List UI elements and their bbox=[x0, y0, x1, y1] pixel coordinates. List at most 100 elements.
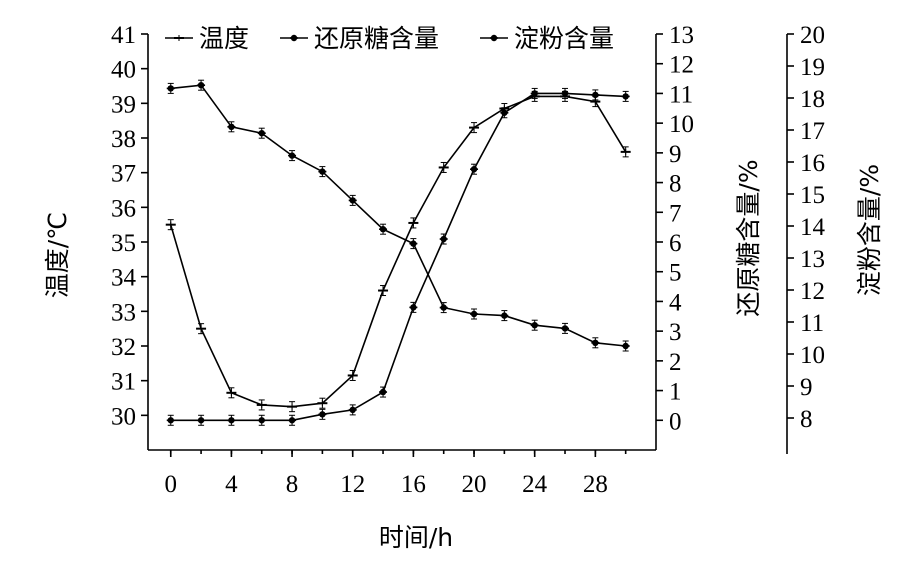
data-point bbox=[621, 340, 630, 352]
left-tick-label: 41 bbox=[111, 22, 136, 49]
data-point bbox=[347, 369, 358, 381]
x-tick-label: 0 bbox=[164, 471, 177, 498]
data-point bbox=[409, 301, 418, 313]
axes: 0 4 8 12 16 20 24 28时间/h30313233343536373839404… bbox=[43, 22, 884, 552]
right2-tick-label: 19 bbox=[800, 54, 825, 81]
data-point bbox=[288, 414, 297, 426]
series-marker-dot bbox=[622, 342, 629, 350]
left-tick-label: 30 bbox=[111, 403, 136, 430]
right2-tick-label: 11 bbox=[800, 310, 824, 337]
left-tick-label: 31 bbox=[111, 369, 136, 396]
right1-tick-label: 7 bbox=[669, 200, 682, 227]
data-point bbox=[621, 90, 630, 102]
data-point bbox=[378, 285, 389, 297]
data-point bbox=[439, 233, 448, 245]
right2-tick-label: 9 bbox=[800, 374, 813, 401]
data-point bbox=[620, 146, 631, 158]
x-tick-label: 24 bbox=[522, 471, 548, 498]
data-point bbox=[561, 87, 570, 99]
right1-tick-label: 13 bbox=[669, 22, 694, 49]
right1-tick-label: 6 bbox=[669, 230, 682, 257]
right2-axis-title: 淀粉含量/% bbox=[855, 164, 884, 296]
data-point bbox=[197, 414, 206, 426]
data-point bbox=[256, 399, 267, 411]
data-point bbox=[500, 107, 509, 119]
data-point bbox=[227, 414, 236, 426]
x-tick-label: 28 bbox=[583, 471, 608, 498]
legend: 温度 还原糖含量 淀粉含量 bbox=[165, 24, 614, 53]
right2-tick-label: 12 bbox=[800, 278, 825, 305]
data-point bbox=[591, 337, 600, 349]
series-marker-dot bbox=[561, 325, 569, 332]
data-point bbox=[257, 414, 266, 426]
series-marker-dot bbox=[349, 406, 356, 414]
series-marker-dot bbox=[592, 91, 599, 99]
right1-tick-label: 2 bbox=[669, 349, 682, 376]
series-marker-dot bbox=[531, 90, 538, 97]
data-point bbox=[408, 217, 419, 229]
series-marker-dot bbox=[410, 240, 417, 247]
series-marker-dot bbox=[167, 85, 174, 92]
right1-tick-label: 1 bbox=[669, 379, 682, 406]
data-point bbox=[197, 79, 206, 91]
right2-tick-label: 20 bbox=[800, 22, 825, 49]
series-line bbox=[170, 92, 626, 422]
right2-tick-label: 15 bbox=[800, 182, 825, 209]
data-point bbox=[317, 397, 328, 409]
right1-axis-title: 还原糖含量/% bbox=[734, 159, 763, 316]
x-axis-title: 时间/h bbox=[379, 523, 453, 552]
data-point bbox=[226, 387, 237, 399]
series-marker-dot bbox=[288, 417, 296, 424]
right2-tick-label: 18 bbox=[800, 86, 825, 113]
left-tick-label: 36 bbox=[111, 195, 136, 222]
series-marker-dot bbox=[592, 339, 599, 346]
series-marker-dot bbox=[440, 304, 447, 311]
series-marker-dot bbox=[440, 235, 447, 243]
right1-tick-label: 0 bbox=[669, 408, 682, 435]
data-point bbox=[591, 89, 600, 101]
legend-label: 还原糖含量 bbox=[314, 24, 439, 53]
left-tick-label: 33 bbox=[111, 299, 136, 326]
series-marker-dot bbox=[561, 90, 569, 97]
series-marker-dot bbox=[379, 388, 387, 396]
data-point bbox=[318, 408, 327, 420]
data-point bbox=[318, 166, 327, 178]
data-point bbox=[257, 127, 266, 139]
series-marker-dot bbox=[501, 109, 508, 116]
data-point bbox=[288, 150, 297, 162]
series-marker-dot bbox=[319, 168, 326, 175]
series-marker-dot bbox=[379, 226, 387, 233]
data-point bbox=[348, 194, 357, 206]
left-tick-label: 34 bbox=[111, 265, 137, 292]
left-tick-label: 35 bbox=[111, 230, 136, 257]
right1-tick-label: 4 bbox=[669, 289, 682, 316]
series-marker-dot bbox=[410, 304, 417, 311]
data-point bbox=[438, 161, 449, 173]
legend-label: 淀粉含量 bbox=[514, 24, 614, 53]
data-point bbox=[379, 386, 388, 398]
series-marker-dot bbox=[197, 417, 205, 424]
series-marker-dot bbox=[470, 310, 478, 318]
data-point bbox=[196, 323, 207, 335]
series-line bbox=[169, 95, 627, 408]
left-tick-label: 37 bbox=[111, 161, 136, 188]
series-marker-dot bbox=[622, 93, 629, 100]
series-marker-dot bbox=[167, 417, 174, 424]
series-0 bbox=[165, 90, 631, 413]
data-point bbox=[409, 238, 418, 250]
right2-tick-label: 14 bbox=[800, 214, 826, 241]
right1-tick-label: 5 bbox=[669, 260, 682, 287]
data-point bbox=[287, 401, 298, 413]
series-marker-dot bbox=[197, 82, 205, 89]
right2-tick-label: 16 bbox=[800, 150, 825, 177]
series-marker-dot bbox=[228, 417, 235, 424]
right1-tick-label: 9 bbox=[669, 141, 682, 168]
x-tick-label: 12 bbox=[340, 471, 365, 498]
series-marker-dot bbox=[319, 411, 326, 418]
left-tick-label: 40 bbox=[111, 57, 136, 84]
data-point bbox=[379, 223, 388, 235]
left-axis-title: 温度/℃ bbox=[43, 212, 72, 299]
data-point bbox=[166, 414, 175, 426]
x-tick-label: 20 bbox=[462, 471, 487, 498]
